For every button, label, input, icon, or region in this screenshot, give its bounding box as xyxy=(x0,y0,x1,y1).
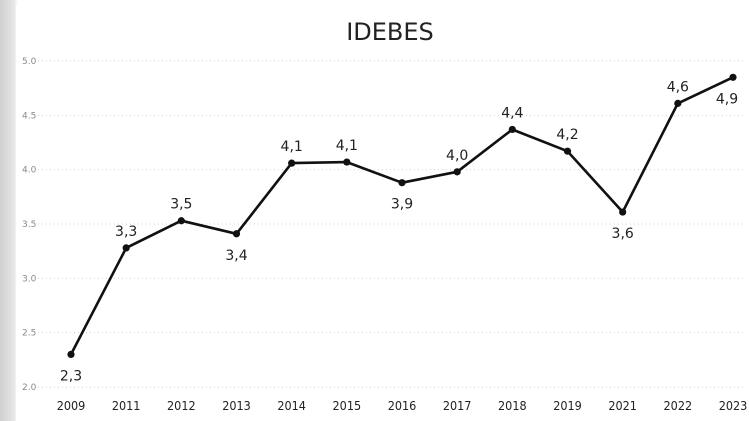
x-tick-label: 2023 xyxy=(719,398,748,413)
data-label: 4,6 xyxy=(667,79,689,95)
y-tick-label: 2.5 xyxy=(22,329,36,339)
data-point xyxy=(343,158,351,166)
x-tick-label: 2014 xyxy=(277,398,306,413)
y-tick-label: 3.0 xyxy=(22,274,37,284)
x-tick-label: 2017 xyxy=(443,398,472,413)
y-tick-label: 4.5 xyxy=(22,111,36,121)
x-tick-label: 2021 xyxy=(608,398,637,413)
x-tick-label: 2015 xyxy=(333,398,362,413)
x-tick-label: 2019 xyxy=(553,398,582,413)
y-tick-label: 2.0 xyxy=(22,383,37,393)
y-tick-label: 3.5 xyxy=(22,220,36,230)
data-points xyxy=(67,73,737,358)
data-label: 4,1 xyxy=(281,139,303,155)
data-label: 3,6 xyxy=(612,226,634,242)
y-tick-label: 4.0 xyxy=(22,166,37,176)
gridlines xyxy=(38,60,745,388)
data-point xyxy=(177,217,185,225)
data-label: 3,3 xyxy=(115,224,137,240)
x-axis-ticks: 2009 2011 2012 2013 2014 2015 2016 2017 2018 2019… xyxy=(57,398,748,413)
data-label: 4,9 xyxy=(716,91,738,107)
data-label: 4,2 xyxy=(556,127,578,143)
data-point xyxy=(563,147,572,155)
data-label: 3,5 xyxy=(170,197,192,213)
x-tick-label: 2018 xyxy=(498,398,527,413)
x-tick-label: 2012 xyxy=(167,398,196,413)
data-label: 4,4 xyxy=(501,105,523,121)
data-point xyxy=(122,244,130,252)
data-point xyxy=(398,179,406,187)
data-point xyxy=(288,159,296,167)
data-point xyxy=(453,168,461,176)
data-point xyxy=(729,73,737,81)
data-label: 2,3 xyxy=(60,368,82,384)
data-point xyxy=(619,208,627,216)
data-label: 3,9 xyxy=(391,197,413,213)
x-tick-label: 2009 xyxy=(57,398,86,413)
data-label: 4,0 xyxy=(446,148,468,164)
chart-title: IDEBES xyxy=(346,18,434,46)
y-tick-label: 5.0 xyxy=(22,57,37,67)
data-point xyxy=(674,99,682,107)
x-tick-label: 2013 xyxy=(222,398,251,413)
x-tick-label: 2011 xyxy=(112,398,141,413)
data-labels: 2,3 3,3 3,5 3,4 4,1 4,1 3,9 4,0 4,4 4,2 3,6 4,6 4,9 xyxy=(60,79,738,384)
chart-card xyxy=(16,6,749,421)
x-tick-label: 2016 xyxy=(388,398,417,413)
data-label: 4,1 xyxy=(336,138,358,154)
y-axis-ticks: 2.0 2.5 3.0 3.5 4.0 4.5 5.0 xyxy=(22,57,37,393)
data-point xyxy=(232,230,241,238)
data-label: 3,4 xyxy=(225,248,247,264)
data-point xyxy=(508,125,516,134)
x-tick-label: 2022 xyxy=(664,398,693,413)
series-line xyxy=(69,76,734,355)
data-point xyxy=(67,350,75,358)
